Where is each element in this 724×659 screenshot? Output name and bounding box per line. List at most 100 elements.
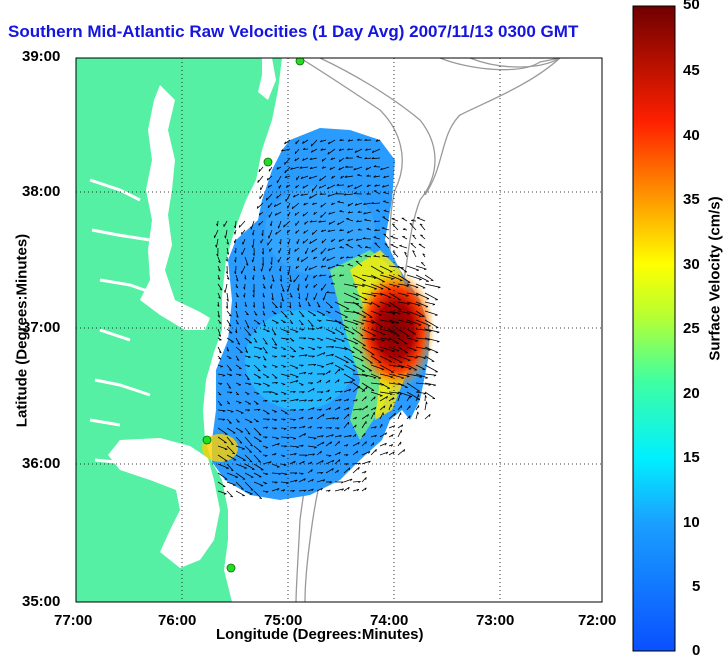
velocity-arrow	[379, 292, 392, 298]
velocity-arrow-head	[266, 177, 269, 181]
velocity-arrow	[343, 319, 359, 325]
velocity-arrow-head	[425, 377, 428, 379]
velocity-arrow	[325, 417, 335, 420]
velocity-arrow	[415, 337, 431, 340]
velocity-arrow	[370, 412, 375, 420]
velocity-arrow-head	[258, 461, 261, 463]
velocity-arrow-head	[314, 446, 317, 449]
velocity-arrow-head	[285, 185, 288, 188]
velocity-arrow-head	[254, 313, 258, 316]
velocity-arrow	[258, 166, 264, 173]
velocity-arrow	[352, 328, 364, 337]
velocity-arrow-head	[263, 324, 266, 327]
velocity-arrow	[352, 488, 359, 492]
velocity-arrow-head	[234, 271, 236, 274]
velocity-arrow-head	[309, 196, 312, 199]
velocity-arrow	[379, 283, 391, 290]
velocity-arrow-head	[311, 478, 314, 482]
velocity-arrow-head	[265, 197, 268, 201]
velocity-arrow-head	[313, 275, 315, 279]
velocity-arrow-head	[300, 323, 304, 326]
velocity-arrow-head	[357, 442, 360, 445]
velocity-arrow-head	[387, 339, 391, 341]
velocity-arrow-head	[390, 444, 394, 447]
velocity-arrow	[388, 265, 404, 269]
velocity-arrow	[244, 328, 252, 336]
velocity-arrow-head	[358, 467, 360, 470]
velocity-arrow	[316, 460, 324, 465]
velocity-arrow	[347, 139, 354, 142]
velocity-arrow-head	[257, 180, 259, 183]
velocity-arrow-head	[374, 228, 377, 232]
velocity-arrow-head	[303, 425, 306, 429]
velocity-arrow-head	[277, 488, 280, 491]
velocity-arrow-head	[293, 419, 296, 421]
velocity-arrow	[313, 292, 318, 301]
velocity-arrow-head	[375, 449, 377, 452]
velocity-arrow-head	[228, 386, 231, 389]
velocity-arrow-head	[379, 395, 383, 397]
velocity-arrow-head	[399, 244, 402, 246]
velocity-arrow-head	[323, 352, 326, 355]
velocity-arrow-head	[218, 334, 221, 337]
velocity-arrow	[307, 469, 313, 474]
velocity-arrow-head	[364, 487, 367, 491]
velocity-arrow-head	[297, 258, 299, 261]
velocity-arrow	[305, 274, 309, 282]
velocity-arrow	[217, 346, 222, 354]
velocity-arrow-head	[301, 444, 304, 448]
y-tick-label: 37:00	[22, 319, 61, 336]
velocity-arrow	[226, 481, 236, 486]
velocity-arrow-head	[256, 205, 259, 209]
velocity-arrow-head	[374, 407, 377, 410]
velocity-arrow	[253, 481, 264, 487]
velocity-arrow-head	[337, 427, 340, 430]
velocity-arrow	[298, 371, 307, 375]
velocity-arrow-head	[381, 350, 384, 352]
velocity-arrow-head	[391, 350, 395, 353]
velocity-arrow	[343, 388, 351, 393]
velocity-arrow-head	[384, 243, 388, 245]
velocity-arrow	[289, 398, 299, 402]
velocity-arrow-head	[338, 148, 342, 151]
velocity-arrow	[307, 399, 314, 402]
y-axis-label: Latitude (Degrees:Minutes)	[13, 233, 31, 428]
velocity-arrow	[226, 409, 234, 412]
velocity-arrow	[373, 236, 381, 240]
velocity-arrow-head	[383, 233, 387, 235]
velocity-arrow-head	[252, 232, 254, 236]
velocity-arrow-head	[249, 460, 253, 463]
velocity-arrow-head	[392, 451, 395, 455]
velocity-arrow-head	[309, 166, 313, 170]
velocity-arrow-head	[354, 150, 357, 153]
velocity-arrow-head	[340, 256, 343, 260]
velocity-arrow-head	[320, 339, 324, 341]
velocity-arrow-head	[369, 303, 373, 305]
velocity-arrow-head	[234, 225, 236, 229]
velocity-arrow	[316, 379, 322, 384]
velocity-arrow	[370, 328, 386, 335]
velocity-arrow	[370, 310, 382, 316]
velocity-arrow-head	[354, 434, 357, 437]
velocity-arrow-head	[336, 183, 340, 186]
velocity-arrow	[226, 427, 236, 434]
velocity-arrow	[226, 319, 232, 327]
velocity-arrow-head	[355, 238, 359, 241]
velocity-arrow	[361, 301, 373, 304]
velocity-arrow	[329, 166, 336, 171]
velocity-arrow-head	[300, 193, 303, 196]
velocity-arrow	[424, 355, 435, 362]
velocity-arrow	[217, 373, 226, 376]
velocity-arrow-head	[435, 314, 438, 316]
velocity-arrow	[379, 373, 394, 378]
velocity-arrow-head	[354, 416, 358, 420]
velocity-arrow	[320, 265, 327, 268]
velocity-arrow-head	[328, 407, 332, 410]
velocity-arrow-head	[401, 377, 405, 379]
velocity-arrow-head	[400, 392, 402, 395]
velocity-arrow-head	[292, 490, 295, 493]
colorbar-tick: 45	[683, 62, 700, 79]
velocity-arrow-head	[382, 254, 385, 257]
velocity-arrow-head	[338, 159, 341, 162]
velocity-arrow	[244, 436, 254, 447]
